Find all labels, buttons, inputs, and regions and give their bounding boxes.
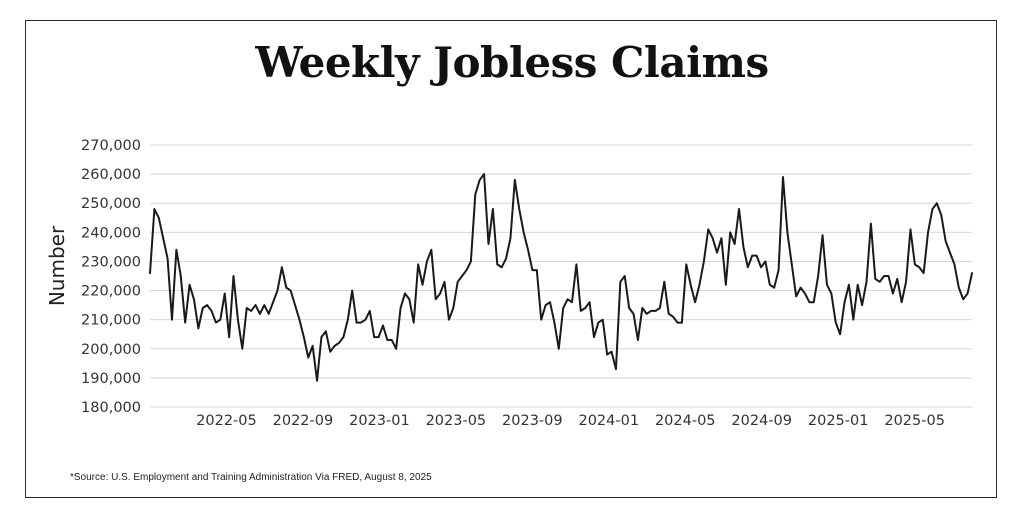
y-tick-label: 250,000 — [81, 196, 141, 212]
x-tick-label: 2022-09 — [273, 413, 334, 429]
y-tick-label: 230,000 — [81, 254, 141, 270]
y-tick-label: 260,000 — [81, 167, 141, 183]
x-tick-label: 2024-01 — [578, 413, 639, 429]
y-tick-label: 270,000 — [81, 138, 141, 154]
y-tick-label: 200,000 — [81, 342, 141, 358]
x-tick-label: 2024-09 — [731, 413, 792, 429]
y-tick-label: 210,000 — [81, 313, 141, 329]
x-tick-label: 2023-05 — [426, 413, 487, 429]
source-note: *Source: U.S. Employment and Training Ad… — [70, 472, 432, 483]
y-axis-ticks: 180,000 190,000 200,000 210,000 220,000 230,0… — [81, 138, 141, 416]
chart-frame — [25, 20, 997, 498]
y-tick-label: 180,000 — [81, 400, 141, 416]
x-tick-label: 2025-01 — [808, 413, 869, 429]
x-tick-label: 2024-05 — [655, 413, 716, 429]
series-line — [149, 173, 973, 382]
x-tick-label: 2023-09 — [502, 413, 563, 429]
y-tick-label: 190,000 — [81, 371, 141, 387]
y-tick-label: 220,000 — [81, 284, 141, 300]
x-axis-ticks: 2022-05 2022-09 2023-01 2023-05 2023-09 2024-… — [196, 413, 945, 429]
y-axis-label: Number — [45, 225, 69, 306]
x-tick-label: 2022-05 — [196, 413, 257, 429]
x-tick-label: 2025-05 — [884, 413, 945, 429]
gridlines — [150, 144, 972, 408]
chart-title: Weekly Jobless Claims — [255, 38, 769, 87]
y-tick-label: 240,000 — [81, 225, 141, 241]
x-tick-label: 2023-01 — [349, 413, 410, 429]
